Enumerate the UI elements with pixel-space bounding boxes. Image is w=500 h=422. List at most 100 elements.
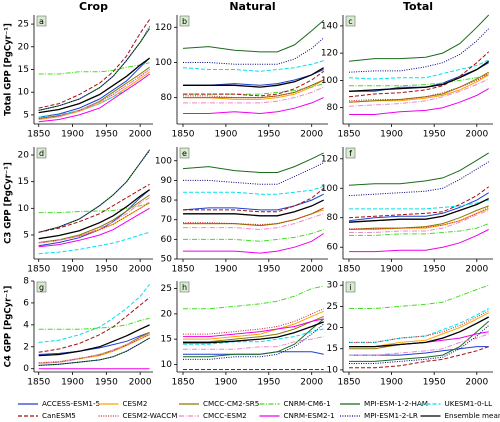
x-tick-label: 2000 bbox=[129, 265, 152, 275]
y-tick-label: 80 bbox=[161, 196, 173, 206]
legend-label: MPI-ESM-1-2-HAM bbox=[364, 399, 428, 408]
x-tick-label: 1850 bbox=[27, 378, 50, 388]
y-axis-label: Total GPP [PgCyr⁻¹] bbox=[4, 23, 14, 116]
series-line bbox=[183, 321, 324, 344]
x-tick-label: 1950 bbox=[423, 378, 446, 388]
y-tick-label: 4 bbox=[23, 320, 29, 330]
panel-title: Crop bbox=[79, 0, 108, 13]
x-tick-label: 1850 bbox=[338, 265, 361, 275]
panel-label-box bbox=[345, 15, 356, 27]
series-line bbox=[38, 231, 150, 255]
y-axis-label: C3 GPP [PgCyr⁻¹] bbox=[4, 162, 14, 244]
series-line bbox=[348, 198, 489, 223]
x-tick-label: 1850 bbox=[172, 265, 195, 275]
series-line bbox=[183, 207, 324, 227]
series-line bbox=[38, 324, 150, 357]
x-tick-label: 2000 bbox=[465, 265, 488, 275]
series-line bbox=[38, 57, 150, 118]
series-line bbox=[38, 69, 150, 119]
x-tick-label: 1900 bbox=[380, 130, 403, 140]
panel-title: Natural bbox=[229, 0, 275, 13]
series-line bbox=[183, 213, 324, 231]
y-tick-label: 20 bbox=[18, 151, 30, 161]
y-tick-label: 25 bbox=[327, 302, 338, 312]
legend-label: CNRM-CM6-1 bbox=[284, 399, 331, 408]
panel-label-box bbox=[345, 147, 356, 159]
y-tick-label: 80 bbox=[327, 103, 339, 113]
series-line bbox=[38, 150, 150, 233]
series-line bbox=[349, 209, 489, 233]
series-line bbox=[183, 97, 324, 115]
series-line bbox=[38, 71, 150, 120]
series-line bbox=[183, 67, 325, 88]
series-line bbox=[349, 88, 489, 115]
panel-label: h bbox=[182, 283, 187, 292]
x-tick-label: 1950 bbox=[95, 378, 118, 388]
legend-label: CNRM-ESM2-1 bbox=[284, 411, 335, 420]
series-line bbox=[38, 28, 151, 111]
series-line bbox=[183, 336, 324, 350]
y-tick-label: 80 bbox=[161, 93, 173, 103]
x-tick-label: 1950 bbox=[257, 130, 280, 140]
series-line bbox=[182, 60, 324, 72]
series-line bbox=[38, 194, 150, 243]
x-tick-label: 2000 bbox=[129, 378, 152, 388]
y-tick-label: 25 bbox=[161, 284, 172, 294]
panel-label: c bbox=[348, 17, 352, 26]
series-line bbox=[183, 86, 324, 104]
legend-label: CMCC-CM2-SR5 bbox=[203, 399, 259, 408]
y-tick-label: 60 bbox=[327, 243, 339, 253]
series-line bbox=[38, 189, 150, 240]
y-tick-label: 100 bbox=[321, 76, 338, 86]
x-tick-label: 1900 bbox=[61, 265, 84, 275]
x-tick-label: 2000 bbox=[300, 378, 323, 388]
series-line bbox=[38, 332, 150, 355]
series-line bbox=[349, 346, 489, 356]
series-line bbox=[349, 208, 489, 230]
panel-label-box bbox=[36, 147, 47, 159]
y-tick-label: 80 bbox=[327, 213, 339, 223]
series-line bbox=[348, 14, 490, 62]
x-tick-label: 1900 bbox=[214, 378, 237, 388]
series-line bbox=[38, 66, 150, 119]
series-line bbox=[38, 333, 150, 364]
y-tick-label: 10 bbox=[18, 204, 30, 214]
panel-label: a bbox=[39, 17, 44, 26]
series-line bbox=[349, 284, 489, 309]
y-tick-label: 100 bbox=[321, 184, 338, 194]
series-line bbox=[38, 207, 150, 248]
y-tick-label: 2 bbox=[23, 342, 29, 352]
legend-label: CESM2-WACCM bbox=[123, 411, 178, 420]
series-line bbox=[38, 183, 150, 233]
y-tick-label: 20 bbox=[161, 309, 173, 319]
y-tick-label: 15 bbox=[161, 335, 172, 345]
series-line bbox=[348, 71, 489, 103]
y-tick-label: 6 bbox=[23, 298, 29, 308]
series-line bbox=[38, 73, 150, 118]
y-tick-label: 20 bbox=[327, 323, 339, 333]
y-tick-label: 120 bbox=[321, 49, 338, 59]
series-line bbox=[38, 317, 150, 330]
series-line bbox=[349, 333, 489, 356]
series-line bbox=[183, 310, 324, 340]
x-tick-label: 1900 bbox=[61, 130, 84, 140]
series-line bbox=[348, 51, 490, 98]
series-line bbox=[348, 59, 489, 80]
legend-label: UKESM1-0-LL bbox=[445, 399, 493, 408]
panel-label-box bbox=[36, 281, 47, 293]
series-line bbox=[183, 318, 325, 358]
series-line bbox=[183, 318, 324, 338]
x-tick-label: 1950 bbox=[423, 265, 446, 275]
panel-label: e bbox=[182, 149, 187, 158]
series-line bbox=[38, 57, 150, 114]
panel-label-box bbox=[36, 15, 47, 27]
x-tick-label: 2000 bbox=[465, 130, 488, 140]
series-line bbox=[349, 74, 489, 87]
series-line bbox=[183, 185, 324, 195]
legend-label: MPI-ESM1-2-LR bbox=[364, 411, 418, 420]
legend-label: CMCC-ESM2 bbox=[203, 411, 247, 420]
series-line bbox=[349, 308, 489, 343]
series-line bbox=[38, 62, 150, 75]
series-line bbox=[183, 207, 324, 226]
series-line bbox=[349, 310, 489, 343]
